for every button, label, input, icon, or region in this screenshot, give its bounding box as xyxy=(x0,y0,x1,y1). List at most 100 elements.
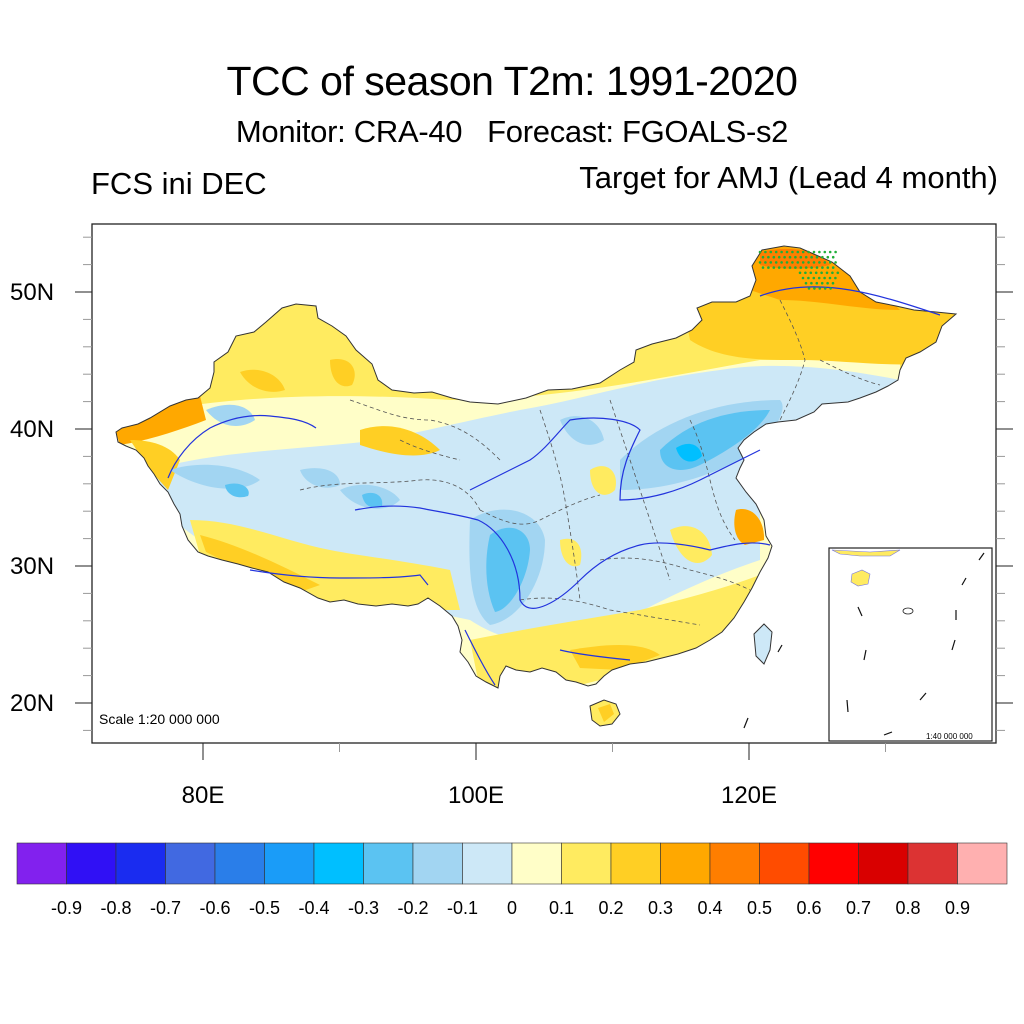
field-tibet-blue-3 xyxy=(362,492,383,508)
significance-dot xyxy=(807,276,810,280)
significance-dot xyxy=(831,255,835,259)
x-tick-label: 100E xyxy=(447,782,505,809)
amur-river xyxy=(759,286,941,316)
colorbar-box xyxy=(264,842,315,885)
significance-dot xyxy=(815,266,819,269)
yarlung-river xyxy=(249,569,429,586)
dash xyxy=(857,606,863,617)
significance-dot xyxy=(812,261,816,264)
colorbar-box xyxy=(808,842,859,885)
inset-scale-label: 1:40 000 000 xyxy=(926,732,973,741)
colorbar-box xyxy=(907,842,958,885)
significance-dot xyxy=(823,250,827,254)
target-season-label: Target for AMJ (Lead 4 month) xyxy=(579,160,998,195)
colorbar-label: 0.4 xyxy=(697,898,723,918)
colorbar-label: 0.2 xyxy=(598,898,624,918)
significance-dot xyxy=(807,261,810,264)
significance-dot xyxy=(820,271,823,275)
significance-dot xyxy=(828,276,832,280)
significance-dot xyxy=(807,287,811,290)
province-line xyxy=(479,494,601,525)
field-s-xinjiang-blue xyxy=(170,464,260,489)
colorbar-label: -0.1 xyxy=(446,898,479,918)
significance-dot xyxy=(785,261,789,264)
province-line xyxy=(399,439,461,461)
y-tick-label: 40N xyxy=(10,416,55,443)
significance-dot xyxy=(810,255,813,259)
colorbar-label: -0.8 xyxy=(100,898,132,918)
significance-dot xyxy=(777,255,781,259)
colorbar-box xyxy=(858,842,909,885)
inset-coast xyxy=(831,549,901,557)
significance-dot xyxy=(783,255,786,259)
field-taiwan xyxy=(754,624,772,664)
field-s-tibet-strong xyxy=(200,535,320,592)
field-sichuan-core xyxy=(486,527,530,612)
colorbar-box xyxy=(610,842,661,885)
significance-dot xyxy=(801,261,805,264)
map-scale-label: Scale 1:20 000 000 xyxy=(99,711,220,727)
colorbar-label: 0.5 xyxy=(746,898,773,918)
colorbar-label: -0.4 xyxy=(298,898,330,918)
field-n-xinjiang-2 xyxy=(240,369,285,392)
colorbar-box xyxy=(16,842,67,885)
colorbar-label: 0.7 xyxy=(845,898,872,918)
y-tick-label: 30N xyxy=(10,553,55,580)
field-ordos-blue xyxy=(560,416,604,445)
significance-dot xyxy=(780,250,783,254)
inset-hainan xyxy=(850,569,871,587)
y-tick-label: 50N xyxy=(10,279,55,306)
colorbar-box xyxy=(115,842,166,885)
field-guizhou-yellow xyxy=(560,538,582,567)
significance-dot xyxy=(772,255,776,259)
province-boundaries xyxy=(299,299,881,626)
field-jiangsu-orange xyxy=(734,509,765,545)
significance-dot xyxy=(834,276,837,280)
colorbar-box xyxy=(313,842,364,885)
significance-dot xyxy=(767,266,770,269)
significance-dot xyxy=(799,266,803,269)
significance-dot xyxy=(807,250,810,254)
significance-dot xyxy=(804,281,808,285)
significance-dot xyxy=(828,261,832,264)
colorbar-box xyxy=(511,842,562,885)
field-w-xinjiang xyxy=(116,396,206,445)
province-line xyxy=(299,479,481,511)
tarim-river xyxy=(167,414,317,479)
province-line xyxy=(819,359,881,386)
significance-dot xyxy=(818,261,821,264)
field-south-china xyxy=(470,575,760,690)
significance-dot xyxy=(774,261,778,264)
significance-dot xyxy=(818,250,821,254)
significance-dot xyxy=(772,266,776,269)
y-tick-label: 20N xyxy=(10,690,55,717)
mekong-river xyxy=(464,629,496,686)
significance-dot xyxy=(794,266,797,269)
significance-dot xyxy=(831,271,834,275)
significance-dot xyxy=(785,250,789,254)
colorbar-box xyxy=(660,842,711,885)
province-line xyxy=(519,597,701,626)
significance-dot xyxy=(769,250,773,254)
field-north-china-core xyxy=(676,443,702,462)
colorbar xyxy=(16,842,1008,885)
significance-dot xyxy=(801,276,805,280)
significance-dot xyxy=(761,255,765,259)
colorbar-box xyxy=(66,842,117,885)
significance-dot xyxy=(794,255,797,259)
colorbar-box xyxy=(165,842,216,885)
field-s-tibet xyxy=(190,520,460,610)
province-line xyxy=(609,399,671,581)
province-line xyxy=(779,299,806,421)
significance-dot xyxy=(799,255,803,259)
field-south-china-strong xyxy=(570,645,660,670)
significance-dot xyxy=(758,261,762,264)
pearl-river xyxy=(559,649,631,661)
significance-dot xyxy=(809,271,813,275)
yangtze-river xyxy=(354,505,771,609)
significance-dot xyxy=(834,261,837,264)
significance-dot xyxy=(821,266,824,269)
inset-islands xyxy=(902,607,914,615)
significance-dot xyxy=(820,281,824,285)
significance-dot xyxy=(774,250,778,254)
